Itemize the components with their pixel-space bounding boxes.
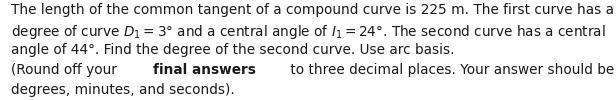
Text: degree of curve $\mathit{D}_1 = 3°$ and a central angle of $\mathit{I}_1 = 24°$.: degree of curve $\mathit{D}_1 = 3°$ and … — [11, 23, 606, 41]
Text: degrees, minutes, and seconds).: degrees, minutes, and seconds). — [11, 83, 235, 97]
Text: final answers: final answers — [153, 63, 256, 77]
Text: angle of 44°. Find the degree of the second curve. Use arc basis.: angle of 44°. Find the degree of the sec… — [11, 43, 455, 57]
Text: The length of the common tangent of a compound curve is 225 m. The first curve h: The length of the common tangent of a co… — [11, 3, 614, 17]
Text: to three decimal places. Your answer should be in: to three decimal places. Your answer sho… — [286, 63, 616, 77]
Text: (Round off your: (Round off your — [11, 63, 121, 77]
